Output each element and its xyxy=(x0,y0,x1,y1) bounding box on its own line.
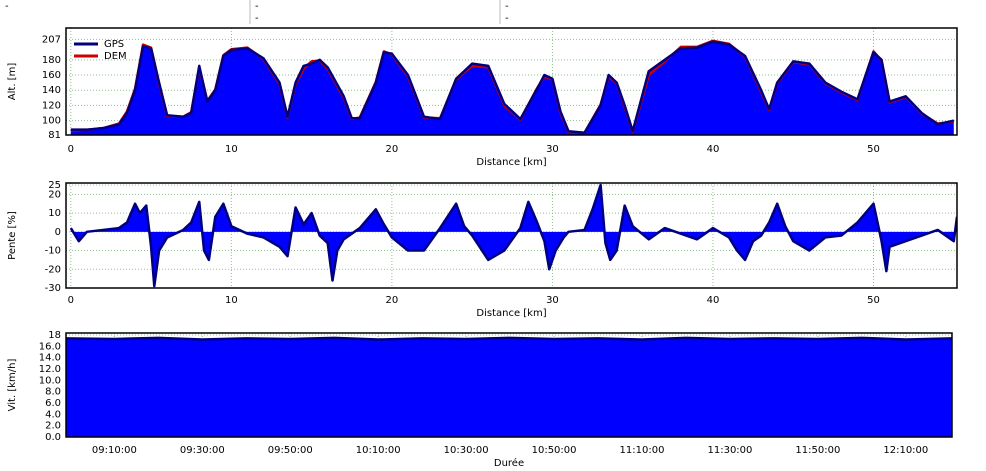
x-axis-label: Distance [km] xyxy=(476,157,546,168)
y-tick-label: 10.0 xyxy=(39,375,61,386)
area-fill xyxy=(70,41,954,135)
x-tick-label: 0 xyxy=(68,144,74,155)
header-field: - xyxy=(255,1,259,12)
y-tick-label: 120 xyxy=(42,100,61,111)
header-field: - xyxy=(5,1,9,12)
y-tick-label: 4.0 xyxy=(45,409,61,420)
legend-label: GPS xyxy=(104,39,124,50)
area-fill xyxy=(66,337,952,437)
plot xyxy=(70,39,955,135)
series-line xyxy=(66,336,952,341)
y-tick-label: 10 xyxy=(48,208,61,219)
x-tick-label: 40 xyxy=(707,295,720,306)
plot-frame xyxy=(65,182,958,289)
x-tick-label: 30 xyxy=(546,295,559,306)
y-tick-label: -30 xyxy=(45,283,61,294)
y-tick-label: -10 xyxy=(45,246,61,257)
y-tick-label: 160 xyxy=(42,70,61,81)
y-tick-label: 207 xyxy=(42,34,61,45)
y-tick-label: 12.0 xyxy=(39,364,61,375)
y-tick-label: 2.0 xyxy=(45,421,61,432)
y-tick-label: 6.0 xyxy=(45,398,61,409)
y-axis-label: Pente [%] xyxy=(7,211,18,260)
plot xyxy=(66,336,952,437)
plot-frame xyxy=(65,27,958,136)
x-tick-label: 0 xyxy=(68,295,74,306)
y-tick-label: 18 xyxy=(48,330,61,341)
x-tick-label: 11:10:00 xyxy=(620,445,665,456)
y-tick-label: 16.0 xyxy=(39,341,61,352)
x-tick-label: 09:10:00 xyxy=(92,445,137,456)
x-tick-label: 12:10:00 xyxy=(883,445,928,456)
y-tick-label: 100 xyxy=(42,116,61,127)
series-line xyxy=(70,40,955,134)
x-tick-label: 09:30:00 xyxy=(180,445,225,456)
x-tick-label: 20 xyxy=(386,144,399,155)
x-tick-label: 10:10:00 xyxy=(356,445,401,456)
x-tick-label: 10:30:00 xyxy=(444,445,489,456)
y-tick-label: 8.0 xyxy=(45,387,61,398)
x-tick-label: 40 xyxy=(707,144,720,155)
y-axis-label: Alt. [m] xyxy=(7,63,18,101)
x-tick-label: 10 xyxy=(225,144,238,155)
y-axis-label: Vit. [km/h] xyxy=(7,359,18,412)
x-tick-label: 10 xyxy=(225,295,238,306)
y-tick-label: 140 xyxy=(42,85,61,96)
y-tick-label: 14.0 xyxy=(39,353,61,364)
y-tick-label: 25 xyxy=(48,180,61,191)
y-tick-label: 81 xyxy=(48,130,61,141)
header-field: - xyxy=(255,13,259,24)
x-tick-label: 50 xyxy=(867,295,880,306)
y-tick-label: 0.0 xyxy=(45,432,61,443)
series-line xyxy=(69,183,957,288)
x-tick-label: 30 xyxy=(546,144,559,155)
x-axis-label: Durée xyxy=(494,457,524,469)
x-tick-label: 09:50:00 xyxy=(268,445,313,456)
x-tick-label: 50 xyxy=(867,144,880,155)
y-tick-label: 0 xyxy=(55,227,61,238)
x-tick-label: 11:30:00 xyxy=(707,445,752,456)
header-field: - xyxy=(505,1,509,12)
plot xyxy=(69,183,957,288)
y-tick-label: 20 xyxy=(48,189,61,200)
x-tick-label: 20 xyxy=(386,295,399,306)
x-tick-label: 10:50:00 xyxy=(532,445,577,456)
legend-label: DEM xyxy=(104,51,127,62)
y-tick-label: 180 xyxy=(42,55,61,66)
header-field: - xyxy=(505,13,509,24)
x-axis-label: Distance [km] xyxy=(476,308,546,319)
x-tick-label: 11:50:00 xyxy=(795,445,840,456)
plot-frame xyxy=(65,332,953,438)
y-tick-label: -20 xyxy=(45,264,61,275)
